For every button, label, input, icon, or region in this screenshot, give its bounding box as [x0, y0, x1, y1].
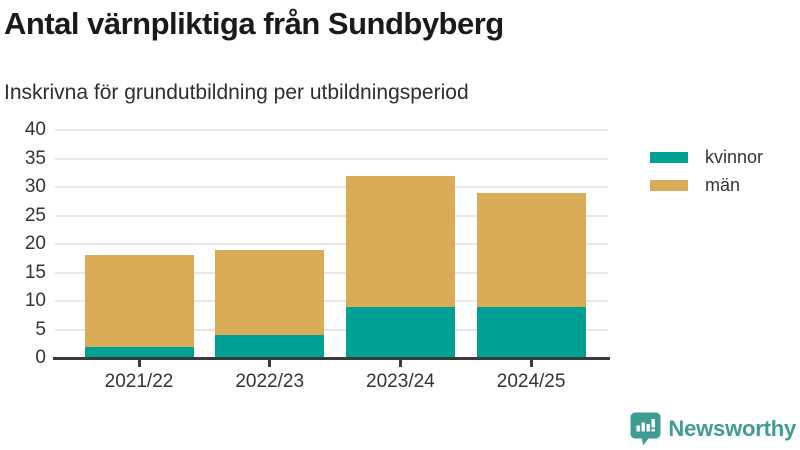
gridline-y15: [55, 271, 608, 274]
x-axis-label-2021-22: 2021/22: [104, 371, 174, 392]
y-axis-label-10: 10: [24, 290, 46, 311]
legend-label-man: män: [705, 174, 741, 195]
bar-2022-23: [215, 249, 325, 358]
bar-2024-25: [476, 192, 586, 358]
x-axis-tick-2024-25: [529, 360, 533, 367]
legend-label-kvinnor: kvinnor: [705, 146, 764, 167]
x-axis-tick-2021-22: [137, 360, 141, 367]
bar-segment-män-2024-25: [476, 192, 586, 307]
bar-segment-män-2022-23: [215, 249, 325, 336]
bar-segment-kvinnor-2023-24: [345, 306, 455, 358]
gridline-y40: [55, 129, 608, 131]
y-axis-label-15: 15: [24, 261, 46, 283]
gridline-y20: [55, 243, 608, 245]
bar-segment-kvinnor-2021-22: [84, 346, 194, 358]
y-axis-label-35: 35: [24, 147, 46, 169]
y-axis-label-5: 5: [35, 318, 46, 340]
bar-segment-kvinnor-2022-23: [215, 335, 325, 358]
chart-subtitle: Inskrivna för grundutbildning per utbild…: [4, 81, 469, 104]
x-axis-label-2023-24: 2023/24: [366, 371, 435, 392]
bar-segment-män-2021-22: [84, 255, 194, 347]
bar-segment-kvinnor-2024-25: [476, 306, 586, 358]
gridline-y10: [55, 300, 608, 302]
y-axis-label-40: 40: [24, 119, 46, 140]
newsworthy-branding: Newsworthy: [630, 412, 796, 446]
chart-title: Antal värnpliktiga från Sundbyberg: [4, 6, 504, 41]
plot-area: [53, 129, 610, 360]
x-axis-line: [53, 357, 610, 360]
newsworthy-logo-text: Newsworthy: [668, 416, 796, 441]
gridline-y35: [55, 157, 608, 160]
gridline-y25: [55, 214, 608, 217]
legend-swatch-kvinnor: [650, 151, 688, 163]
x-axis-label-2022-23: 2022/23: [235, 371, 305, 392]
bar-2023-24: [345, 175, 455, 358]
bar-segment-män-2023-24: [345, 175, 455, 307]
legend-item-kvinnor: kvinnor: [650, 146, 764, 167]
y-axis-label-25: 25: [24, 204, 46, 226]
newsworthy-logo-icon: [630, 412, 661, 446]
y-axis-label-30: 30: [24, 176, 46, 197]
x-axis-label-2024-25: 2024/25: [496, 371, 566, 392]
gridline-y5: [55, 328, 608, 331]
gridline-y30: [55, 186, 608, 188]
legend: kvinnor män: [650, 146, 764, 204]
y-axis-label-20: 20: [24, 233, 46, 254]
y-axis-label-0: 0: [35, 347, 46, 368]
legend-swatch-man: [650, 179, 688, 191]
bar-2021-22: [84, 255, 194, 358]
legend-item-man: män: [650, 174, 763, 195]
x-axis-tick-2023-24: [398, 360, 402, 367]
x-axis-tick-2022-23: [268, 360, 272, 367]
